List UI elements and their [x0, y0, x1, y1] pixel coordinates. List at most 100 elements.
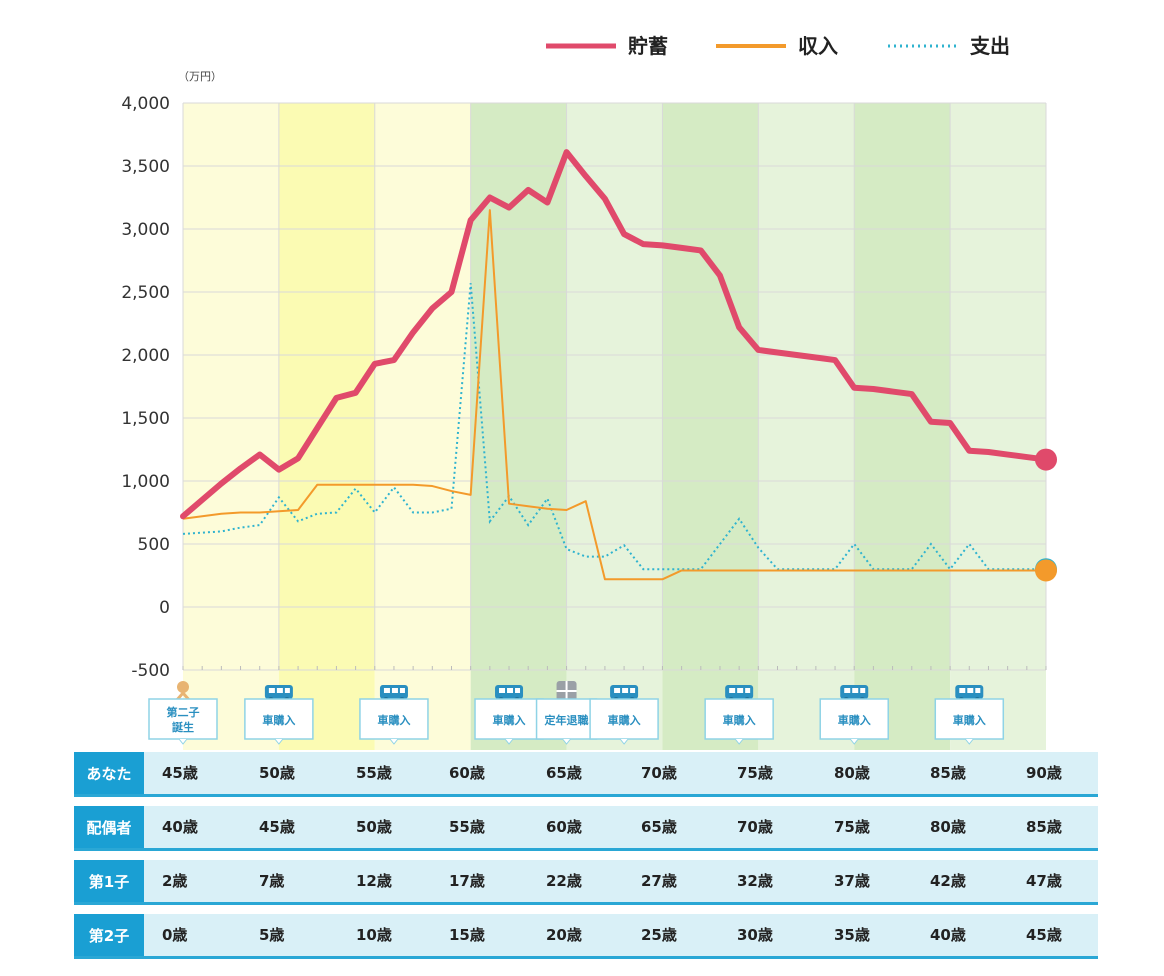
- band-7: [854, 103, 951, 750]
- series-line-2: [182, 283, 1046, 571]
- y-axis-unit-label: （万円）: [178, 70, 222, 83]
- age-cell: 50歳: [259, 764, 295, 782]
- age-cell: 65歳: [546, 764, 582, 782]
- age-cell: 40歳: [930, 926, 966, 944]
- event-label-pointer: [562, 738, 571, 745]
- y-tick-label: 500: [138, 535, 170, 555]
- y-tick-label: 3,500: [121, 157, 170, 177]
- background-bands: [183, 103, 1046, 750]
- band-0: [183, 103, 279, 750]
- age-cell: 2歳: [162, 872, 188, 890]
- legend-label-2: 支出: [970, 34, 1010, 58]
- age-cell: 45歳: [162, 764, 198, 782]
- event-label-text: 定年退職: [545, 713, 589, 727]
- age-cell: 45歳: [259, 818, 295, 836]
- age-cell: 10歳: [356, 926, 392, 944]
- event-label-text: 車購入: [838, 713, 871, 727]
- band-3: [470, 103, 567, 750]
- band-6: [758, 103, 855, 750]
- event-label-pointer: [274, 738, 284, 745]
- series-line-0: [180, 149, 1049, 520]
- age-cell: 75歳: [737, 764, 773, 782]
- event-label-pointer: [619, 738, 629, 745]
- age-cell: 12歳: [356, 872, 392, 890]
- event-label-box: [359, 698, 429, 740]
- legend: 貯蓄 収入 支出: [546, 34, 1010, 58]
- event-label-text: 車購入: [493, 713, 526, 727]
- age-cell: 15歳: [449, 926, 485, 944]
- age-cell: 70歳: [737, 818, 773, 836]
- age-cell: 75歳: [834, 818, 870, 836]
- age-cell: 7歳: [259, 872, 285, 890]
- event-label-box: [934, 698, 1005, 740]
- event-label-text: 誕生: [172, 720, 194, 734]
- event-label-pointer: [734, 738, 744, 745]
- age-cell: 65歳: [641, 818, 677, 836]
- y-tick-label: -500: [131, 661, 170, 681]
- legend-label-0: 貯蓄: [628, 34, 668, 58]
- age-row-3: 第2子 0歳 5歳 10歳 15歳 20歳 25歳 30歳 35歳 40歳 45歳: [74, 914, 1098, 959]
- event-label-box: [148, 698, 218, 740]
- event-marker-7: 車購入: [819, 685, 889, 745]
- y-tick-label: 1,000: [121, 472, 170, 492]
- event-marker-2: 車購入: [359, 685, 429, 745]
- event-label-text: 車購入: [262, 713, 295, 727]
- event-label-pointer: [964, 738, 974, 745]
- age-row-2: 第1子 2歳 7歳 12歳 17歳 22歳 27歳 32歳 37歳 42歳 47歳: [74, 860, 1098, 905]
- age-cell: 40歳: [162, 818, 198, 836]
- age-cell: 22歳: [546, 872, 582, 890]
- event-label-pointer: [849, 738, 859, 745]
- y-tick-label: 2,000: [121, 346, 170, 366]
- age-table: あなた 45歳 50歳 55歳 60歳 65歳 70歳 75歳 80歳 85歳 90歳 配偶者 40歳 4…: [74, 752, 1098, 968]
- band-2: [374, 103, 471, 750]
- age-cell: 0歳: [162, 926, 188, 944]
- y-tick-label: 4,000: [121, 94, 170, 114]
- age-cell: 60歳: [546, 818, 582, 836]
- age-cell: 85歳: [930, 764, 966, 782]
- y-tick-label: 2,500: [121, 283, 170, 303]
- event-label-text: 車購入: [723, 713, 756, 727]
- age-cell: 5歳: [259, 926, 285, 944]
- event-label-box: [819, 698, 889, 740]
- event-label-text: 車購入: [377, 713, 410, 727]
- age-row-header: 配偶者: [74, 806, 144, 848]
- building-icon: [556, 681, 577, 701]
- event-marker-6: 車購入: [704, 685, 774, 745]
- legend-label-1: 収入: [798, 34, 838, 58]
- event-marker-5: 車購入: [589, 685, 659, 745]
- band-4: [566, 103, 663, 750]
- age-cell: 32歳: [737, 872, 773, 890]
- event-label-box: [704, 698, 774, 740]
- y-tick-label: 3,000: [121, 220, 170, 240]
- y-axis-ticks: 4,000 3,500 3,000 2,500 2,000 1,500 1,000 500 0 -…: [121, 94, 170, 681]
- series-lines: [180, 149, 1057, 582]
- event-label-box: [244, 698, 314, 740]
- age-cell: 70歳: [641, 764, 677, 782]
- age-row-0: あなた 45歳 50歳 55歳 60歳 65歳 70歳 75歳 80歳 85歳 90歳: [74, 752, 1098, 797]
- age-row-header: 第2子: [74, 914, 144, 956]
- age-row-header: あなた: [74, 752, 144, 794]
- age-cell: 90歳: [1026, 764, 1062, 782]
- band-1: [278, 103, 375, 750]
- life-plan-chart: 4,000 3,500 3,000 2,500 2,000 1,500 1,000 500 0 -…: [121, 34, 1057, 750]
- age-cell: 55歳: [356, 764, 392, 782]
- event-label-text: 第二子: [167, 705, 200, 719]
- age-cell: 37歳: [834, 872, 870, 890]
- age-cell: 50歳: [356, 818, 392, 836]
- event-label-text: 車購入: [953, 713, 986, 727]
- series-end-marker-0: [1035, 448, 1057, 471]
- series-end-marker-1: [1035, 559, 1057, 582]
- age-cell: 55歳: [449, 818, 485, 836]
- age-cell: 35歳: [834, 926, 870, 944]
- age-cell: 20歳: [546, 926, 582, 944]
- age-cell: 85歳: [1026, 818, 1062, 836]
- age-row-1: 配偶者 40歳 45歳 50歳 55歳 60歳 65歳 70歳 75歳 80歳 85歳: [74, 806, 1098, 851]
- band-5: [662, 103, 759, 750]
- band-8: [950, 103, 1046, 750]
- event-label-pointer: [389, 738, 399, 745]
- event-label-pointer: [178, 738, 188, 745]
- age-cell: 30歳: [737, 926, 773, 944]
- age-cell: 17歳: [449, 872, 485, 890]
